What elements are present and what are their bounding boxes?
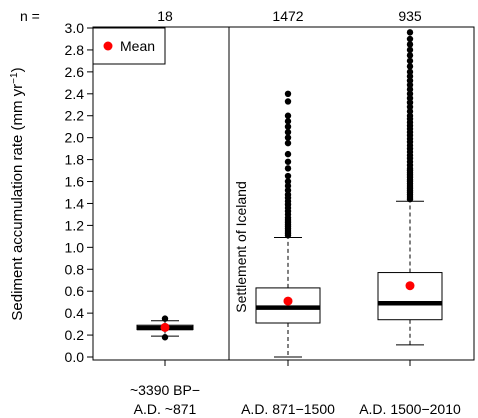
y-tick-label: 0.4 [65, 305, 85, 321]
outlier-point [406, 81, 414, 89]
y-axis-label-superscript: −1 [9, 72, 20, 84]
outlier-point [284, 165, 292, 172]
y-tick-label: 1.2 [65, 217, 85, 233]
legend: Mean [92, 27, 166, 65]
outlier-point [284, 123, 292, 130]
outlier-point [406, 90, 414, 98]
outlier-point [284, 191, 292, 198]
outlier-point [406, 99, 414, 106]
outlier-point [406, 63, 414, 70]
y-tick-label: 2.2 [65, 108, 85, 124]
outlier-point [406, 46, 414, 54]
outlier-point [284, 178, 292, 185]
outlier-point [406, 86, 414, 93]
outlier-point [284, 118, 292, 125]
outlier-point [284, 172, 292, 180]
y-axis-label: Sediment accumulation rate (mm yr−1) [9, 67, 27, 320]
y-axis-label-group: Sediment accumulation rate (mm yr−1) [9, 67, 27, 320]
outlier-point [406, 35, 414, 43]
y-tick-label: 3.0 [65, 20, 85, 36]
y-tick-label: 2.6 [65, 64, 85, 80]
outlier-point [406, 112, 414, 119]
outlier-point [406, 103, 414, 111]
outlier-point [406, 73, 414, 80]
outlier-point [406, 68, 414, 76]
x-tick-label: A.D. ~871 [134, 401, 197, 417]
legend-mean-marker [103, 41, 113, 51]
y-tick-label: 0.8 [65, 261, 85, 277]
y-tick-label: 0.2 [65, 327, 85, 343]
group-n-label: 935 [398, 8, 422, 24]
outlier-point [406, 52, 414, 59]
outlier-point [406, 29, 414, 36]
outlier-point [284, 158, 292, 165]
mean-point [160, 322, 170, 332]
y-tick-label: 0.0 [65, 349, 85, 365]
iqr-box [377, 272, 443, 321]
outlier-point [406, 41, 414, 48]
group-n-label: 18 [157, 8, 173, 24]
plot-layer: 0.0 0.2 0.4 0.6 0.8 1.0 1.2 1.4 1.6 1.8 2.0 2.2 2.4 2… [65, 8, 475, 417]
outlier-point [406, 108, 414, 115]
outlier-point [406, 57, 414, 65]
legend-mean-label: Mean [120, 38, 155, 54]
y-tick-label: 1.0 [65, 239, 85, 255]
y-tick-label: 0.6 [65, 283, 85, 299]
outlier-point [284, 90, 292, 98]
outlier-point [284, 112, 292, 119]
outlier-point [406, 94, 414, 102]
mean-point [283, 296, 293, 306]
outlier-point [284, 128, 292, 136]
outlier-point [284, 139, 292, 147]
outlier-point [284, 187, 292, 194]
x-tick-label: A.D. 1500−2010 [359, 401, 461, 417]
y-axis-label-text: Sediment accumulation rate (mm yr [9, 84, 26, 321]
y-tick-label: 1.4 [65, 195, 85, 211]
outlier-point [161, 334, 169, 341]
mean-point [405, 281, 415, 291]
outlier-point [161, 315, 169, 322]
outlier-point [284, 150, 292, 158]
y-axis-label-close: ) [9, 67, 26, 72]
y-tick-label: 1.6 [65, 174, 85, 190]
y-tick-label: 1.8 [65, 152, 85, 168]
settlement-annotation-group: Settlement of Iceland [233, 181, 249, 313]
x-tick-label: ~3390 BP− [130, 382, 200, 398]
y-tick-label: 2.8 [65, 42, 85, 58]
x-tick-label: A.D. 871−1500 [241, 401, 335, 417]
outlier-point [406, 77, 414, 84]
plot-frame [92, 26, 475, 361]
outlier-point [284, 98, 292, 105]
y-tick-label: 2.4 [65, 86, 85, 102]
settlement-annotation: Settlement of Iceland [233, 181, 249, 313]
outlier-point [284, 134, 292, 141]
outlier-point [284, 182, 292, 190]
n-label: n = [20, 8, 40, 24]
group-n-label: 1472 [272, 8, 303, 24]
y-tick-label: 2.0 [65, 130, 85, 146]
